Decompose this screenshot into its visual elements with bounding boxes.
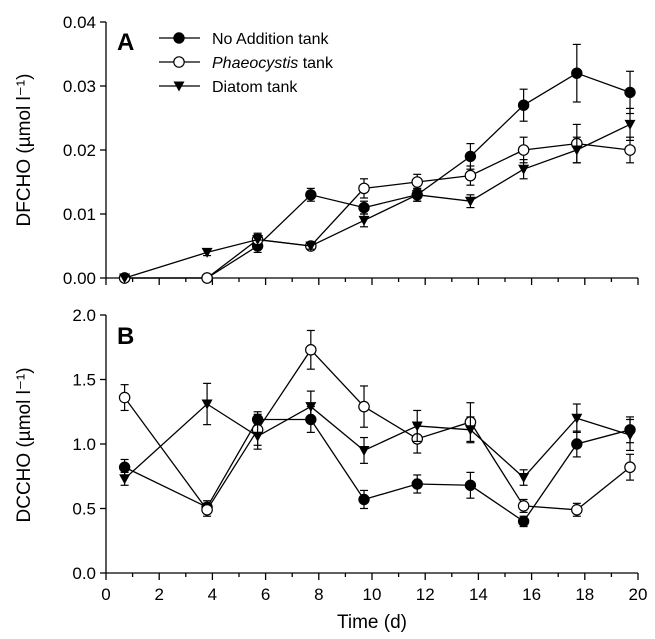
legend-label-no-addition: No Addition tank [212,31,330,48]
panel-a-point-no-addition [464,150,477,163]
panel-a-point-phaeocystis [411,176,424,188]
panel-b-point-no-addition [571,438,583,450]
panel-b: B DCCHO (µmol l⁻¹) Time (d) 0.0 0.5 1.0 1.5… [14,306,647,633]
panel-a-letter: A [117,29,134,56]
panel-a-point-diatom [119,273,131,284]
panel-a-y-tick-label: 0.01 [63,205,96,224]
panel-b-y-tick-label: 1.0 [72,435,96,454]
panel-b-x-tick-label: 2 [154,585,163,604]
panel-a-point-diatom [624,119,636,130]
panel-a-point-no-addition [358,201,370,214]
panel-b-line-no-addition [124,418,631,523]
panel-a-x-ticks [105,278,639,285]
panel-b-point-phaeocystis [305,344,317,356]
panel-b-x-ticks: 0 2 4 6 8 10 12 14 16 18 20 [101,573,647,604]
panel-b-point-diatom [358,445,370,456]
panel-b-point-phaeocystis [571,503,583,516]
panel-b-x-tick-label: 6 [261,585,270,604]
panel-b-x-tick-label: 0 [101,585,110,604]
legend-label-phaeocystis: Phaeocystis tank [212,55,334,72]
panel-b-point-diatom [464,425,476,436]
panel-a-point-diatom [358,215,370,226]
legend-label-phaeocystis-italic: Phaeocystis [212,55,298,72]
panel-a-y-axis-title: DFCHO (µmol l⁻¹) [14,74,35,227]
legend-marker-diatom [173,81,185,92]
panel-b-x-tick-label: 16 [522,585,541,604]
panel-b-point-diatom [518,473,530,484]
panel-a: A DFCHO (µmol l⁻¹) 0.000.010.020.030.04 … [14,13,639,288]
panel-b-letter: B [117,323,134,350]
panel-a-y-ticks: 0.00 0.01 0.02 0.03 0.04 [63,13,106,288]
panel-b-x-tick-label: 8 [314,585,323,604]
panel-b-y-tick-label: 0.5 [72,500,96,519]
panel-a-point-no-addition [305,189,317,201]
panel-b-line-phaeocystis [124,348,631,511]
panel-a-point-no-addition [571,67,583,79]
panel-a-point-diatom [201,247,213,258]
panel-b-point-diatom [201,399,213,410]
panel-a-point-no-addition [517,99,530,111]
panel-b-point-diatom [411,421,423,432]
panel-b-point-phaeocystis [517,500,530,512]
panel-b-point-diatom [571,413,583,424]
legend-label-diatom: Diatom tank [212,79,298,96]
panel-b-x-tick-label: 20 [629,585,648,604]
panel-a-y-tick-label: 0.00 [63,269,96,288]
panel-b-point-diatom [624,430,636,441]
panel-b-y-ticks: 0.0 0.5 1.0 1.5 2.0 [72,306,106,583]
panel-a-y-tick-label: 0.03 [63,77,96,96]
legend: No Addition tank Phaeocystis tank Diatom… [159,31,334,96]
legend-marker-phaeocystis [173,56,185,68]
panel-a-point-phaeocystis [517,144,530,156]
panel-a-series [118,43,636,284]
panel-b-x-tick-label: 14 [469,585,488,604]
panel-a-point-no-addition [624,86,636,99]
panel-b-point-phaeocystis [358,400,370,413]
panel-b-point-diatom [119,474,131,485]
panel-b-point-phaeocystis [118,391,131,404]
panel-b-line-diatom [124,403,631,480]
panel-a-y-tick-label: 0.02 [63,141,96,160]
panel-b-point-phaeocystis [624,461,636,474]
panel-a-point-diatom [411,190,423,201]
panel-b-x-tick-label: 10 [363,585,382,604]
panel-b-point-phaeocystis [201,503,213,516]
panel-b-y-tick-label: 2.0 [72,306,96,325]
panel-a-point-diatom [252,235,264,246]
panel-b-point-diatom [305,402,317,413]
panel-a-point-diatom [464,196,476,207]
panel-a-line-diatom [124,123,631,279]
panel-a-line-phaeocystis [124,142,631,279]
panel-b-point-diatom [252,431,264,442]
panel-a-point-diatom [305,241,317,252]
panel-b-x-tick-label: 18 [575,585,594,604]
panel-a-point-diatom [571,145,583,156]
panel-a-point-phaeocystis [358,182,370,195]
panel-a-point-phaeocystis [201,272,213,284]
legend-label-phaeocystis-suffix: tank [298,55,334,72]
panel-b-point-no-addition [464,479,477,491]
panel-b-y-axis-title: DCCHO (µmol l⁻¹) [14,367,35,522]
panel-a-y-tick-label: 0.04 [63,13,96,32]
panel-b-y-tick-label: 1.5 [72,371,96,390]
x-axis-title: Time (d) [337,612,407,633]
panel-b-point-no-addition [118,461,131,473]
panel-a-point-diatom [518,164,530,175]
panel-b-y-tick-label: 0.0 [72,564,96,583]
panel-a-point-phaeocystis [464,169,477,182]
legend-marker-no-addition [173,32,185,44]
panel-b-point-no-addition [358,493,370,506]
panel-a-point-phaeocystis [624,144,636,156]
panel-b-series [118,329,636,528]
panel-b-point-no-addition [517,515,530,528]
panel-b-x-tick-label: 12 [416,585,435,604]
panel-b-point-no-addition [411,478,423,490]
panel-b-x-tick-label: 4 [208,585,217,604]
panel-a-line-no-addition [124,72,631,279]
